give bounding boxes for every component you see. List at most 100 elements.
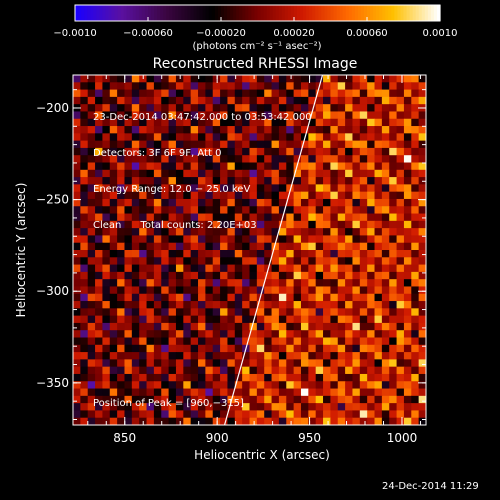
heatmap-cell	[374, 286, 383, 295]
heatmap-cell	[168, 410, 177, 419]
heatmap-cell	[153, 177, 162, 185]
heatmap-cell	[212, 104, 221, 112]
heatmap-cell	[73, 373, 81, 382]
heatmap-cell	[308, 206, 317, 215]
heatmap-cell	[403, 352, 412, 360]
colorbar-segment	[184, 5, 189, 21]
heatmap-cell	[271, 220, 280, 229]
heatmap-cell	[293, 213, 302, 222]
heatmap-cell	[264, 395, 273, 404]
heatmap-cell	[367, 381, 376, 390]
heatmap-cell	[315, 264, 324, 273]
heatmap-cell	[205, 366, 214, 375]
heatmap-cell	[234, 162, 243, 171]
heatmap-cell	[367, 75, 376, 83]
heatmap-cell	[271, 89, 280, 98]
heatmap-cell	[264, 257, 273, 266]
heatmap-cell	[359, 89, 368, 98]
heatmap-cell	[293, 96, 302, 105]
heatmap-cell	[73, 410, 81, 419]
heatmap-cell	[396, 257, 405, 266]
heatmap-cell	[330, 89, 339, 98]
heatmap-cell	[300, 206, 309, 215]
heatmap-cell	[278, 344, 287, 353]
heatmap-cell	[403, 308, 412, 317]
heatmap-cell	[87, 315, 96, 324]
heatmap-cell	[315, 206, 324, 215]
heatmap-cell	[161, 169, 170, 178]
heatmap-cell	[300, 264, 309, 273]
heatmap-cell	[117, 403, 125, 411]
heatmap-cell	[249, 75, 258, 83]
heatmap-cell	[87, 410, 96, 419]
heatmap-cell	[330, 235, 339, 244]
heatmap-cell	[286, 89, 295, 98]
heatmap-cell	[286, 417, 295, 426]
heatmap-cell	[293, 257, 302, 266]
heatmap-cell	[124, 213, 133, 222]
heatmap-cell	[205, 104, 214, 112]
heatmap-cell	[80, 198, 89, 207]
heatmap-cell	[256, 82, 265, 91]
heatmap-cell	[352, 257, 361, 266]
heatmap-cell	[87, 191, 96, 200]
heatmap-cell	[337, 213, 346, 222]
heatmap-cell	[234, 359, 243, 368]
heatmap-cell	[124, 198, 133, 207]
heatmap-cell	[190, 235, 199, 244]
heatmap-cell	[175, 140, 184, 149]
heatmap-cell	[286, 330, 295, 338]
heatmap-cell	[330, 140, 339, 149]
heatmap-cell	[161, 162, 170, 171]
heatmap-cell	[102, 352, 111, 360]
heatmap-cell	[411, 344, 420, 353]
heatmap-cell	[359, 147, 368, 156]
heatmap-cell	[337, 82, 346, 91]
heatmap-cell	[87, 359, 96, 368]
heatmap-cell	[95, 373, 103, 382]
heatmap-cell	[278, 264, 287, 273]
heatmap-cell	[198, 206, 206, 215]
heatmap-cell	[345, 198, 353, 207]
heatmap-cell	[411, 96, 420, 105]
colorbar-segment	[245, 5, 249, 21]
heatmap-cell	[183, 388, 192, 397]
heatmap-cell	[109, 162, 118, 171]
heatmap-cell	[190, 403, 199, 411]
heatmap-cell	[227, 301, 236, 309]
heatmap-cell	[212, 220, 221, 229]
heatmap-cell	[117, 322, 125, 331]
heatmap-cell	[330, 111, 339, 120]
heatmap-cell	[389, 111, 398, 120]
heatmap-cell	[300, 359, 309, 368]
heatmap-cell	[117, 308, 125, 317]
heatmap-cell	[183, 213, 192, 222]
heatmap-cell	[102, 293, 111, 302]
heatmap-cell	[403, 359, 412, 368]
heatmap-cell	[278, 417, 287, 426]
heatmap-cell	[403, 330, 412, 338]
heatmap-cell	[153, 395, 162, 404]
overlay-line-energy: Energy Range: 12.0 − 25.0 keV	[93, 184, 251, 195]
heatmap-cell	[403, 337, 412, 346]
heatmap-cell	[168, 206, 177, 215]
heatmap-cell	[153, 315, 162, 324]
heatmap-cell	[359, 177, 368, 185]
heatmap-cell	[389, 147, 398, 156]
heatmap-cell	[87, 301, 96, 309]
heatmap-cell	[227, 279, 236, 287]
heatmap-cell	[300, 322, 309, 331]
heatmap-cell	[175, 381, 184, 390]
heatmap-cell	[124, 89, 133, 98]
heatmap-cell	[124, 220, 133, 229]
heatmap-cell	[124, 111, 133, 120]
heatmap-cell	[168, 257, 177, 266]
heatmap-cell	[278, 104, 287, 112]
heatmap-cell	[278, 366, 287, 375]
heatmap-cell	[80, 213, 89, 222]
heatmap-cell	[352, 235, 361, 244]
heatmap-cell	[271, 366, 280, 375]
heatmap-cell	[300, 89, 309, 98]
heatmap-cell	[73, 96, 81, 105]
heatmap-cell	[87, 198, 96, 207]
